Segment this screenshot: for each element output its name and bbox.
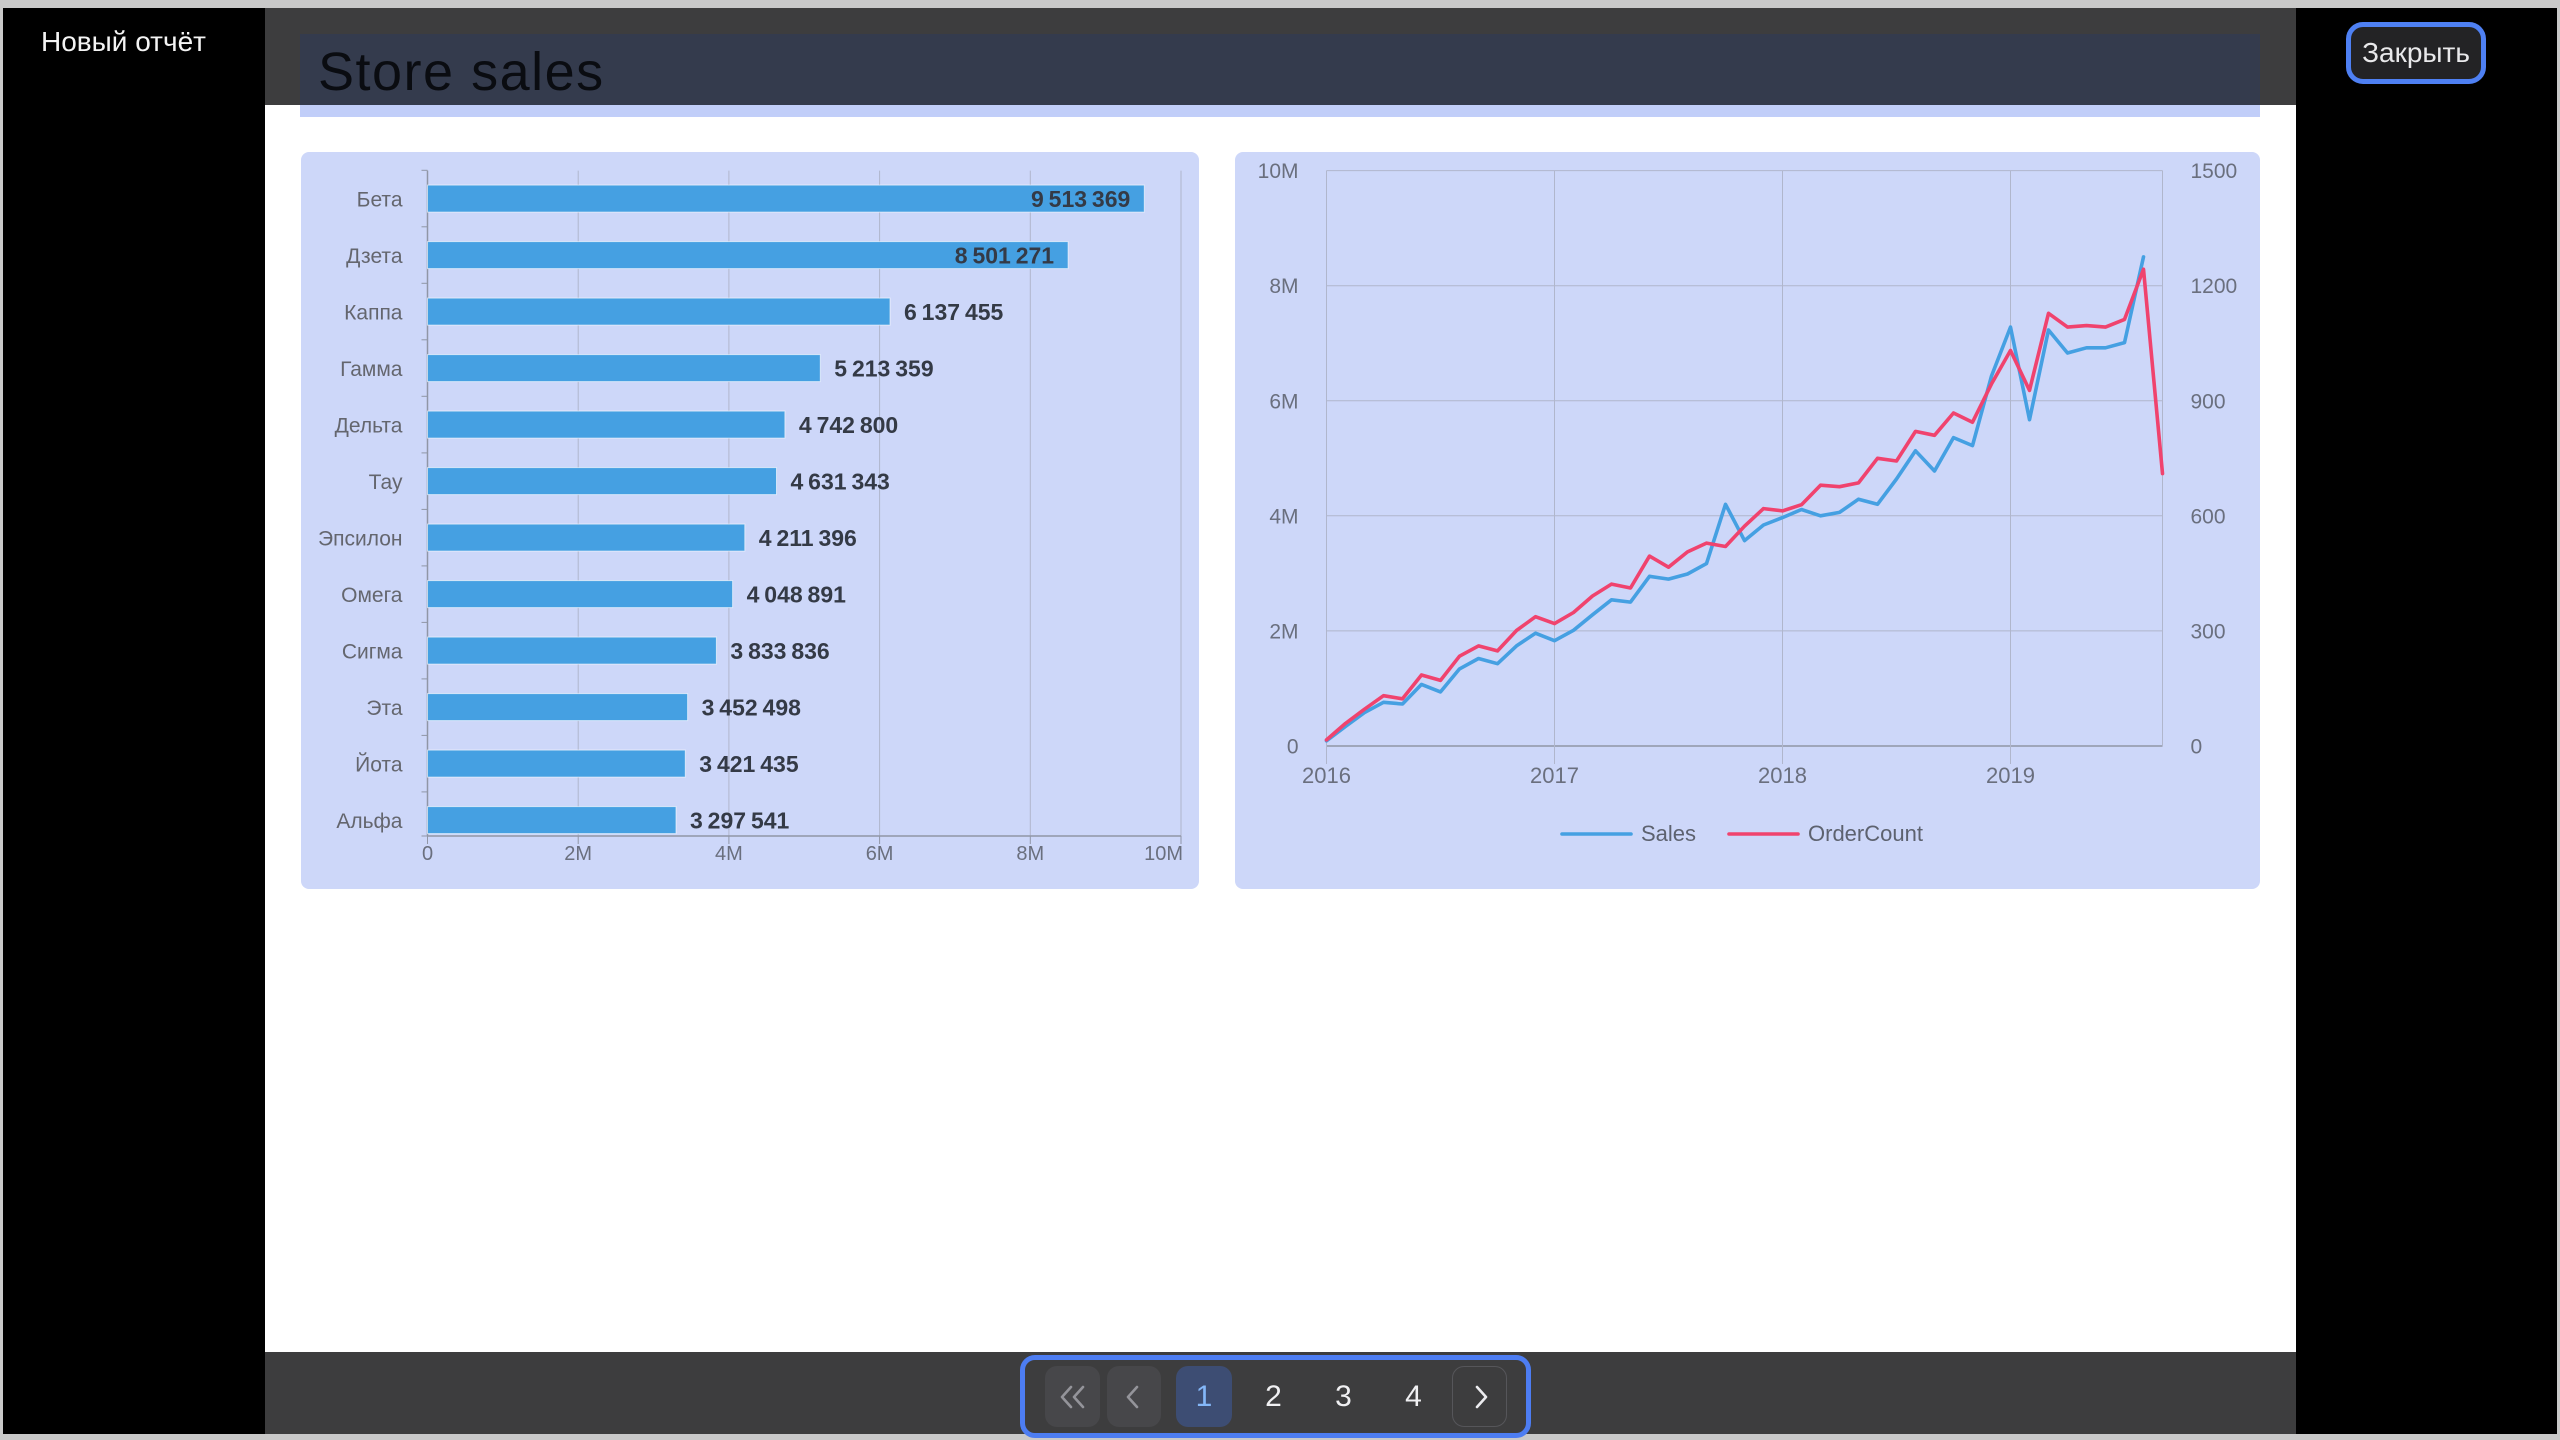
svg-text:4 048 891: 4 048 891 xyxy=(747,582,847,608)
svg-text:300: 300 xyxy=(2191,620,2226,643)
svg-text:600: 600 xyxy=(2191,505,2226,528)
svg-text:900: 900 xyxy=(2191,390,2226,413)
svg-text:Тау: Тау xyxy=(369,471,403,494)
svg-text:5 213 359: 5 213 359 xyxy=(834,356,933,382)
svg-text:0: 0 xyxy=(1287,736,1299,759)
svg-text:10M: 10M xyxy=(1144,843,1183,865)
svg-text:Альфа: Альфа xyxy=(336,810,402,833)
svg-text:2M: 2M xyxy=(1269,620,1298,643)
svg-text:3 297 541: 3 297 541 xyxy=(690,808,790,834)
svg-text:3 833 836: 3 833 836 xyxy=(730,638,829,664)
svg-text:2016: 2016 xyxy=(1302,763,1351,788)
svg-text:4 211 396: 4 211 396 xyxy=(759,525,857,551)
svg-text:10M: 10M xyxy=(1258,160,1299,183)
svg-text:4M: 4M xyxy=(1269,505,1298,528)
svg-text:9 513 369: 9 513 369 xyxy=(1031,186,1130,212)
svg-text:4 742 800: 4 742 800 xyxy=(799,412,898,438)
svg-text:Каппа: Каппа xyxy=(344,302,403,325)
svg-text:0: 0 xyxy=(422,843,433,865)
svg-text:2017: 2017 xyxy=(1530,763,1579,788)
svg-text:Дельта: Дельта xyxy=(335,415,403,438)
svg-text:6M: 6M xyxy=(1269,390,1298,413)
svg-text:6 137 455: 6 137 455 xyxy=(904,299,1004,325)
svg-text:4 631 343: 4 631 343 xyxy=(791,469,890,495)
svg-text:Эпсилон: Эпсилон xyxy=(318,528,402,551)
svg-text:Йота: Йота xyxy=(355,753,403,777)
svg-text:8 501 271: 8 501 271 xyxy=(955,243,1055,269)
svg-text:Гамма: Гамма xyxy=(340,358,403,381)
svg-text:2018: 2018 xyxy=(1758,763,1807,788)
svg-text:Sales: Sales xyxy=(1641,821,1696,846)
svg-text:3 421 435: 3 421 435 xyxy=(699,751,799,777)
svg-text:8M: 8M xyxy=(1016,843,1044,865)
svg-text:Дзета: Дзета xyxy=(346,245,403,268)
svg-text:2M: 2M xyxy=(564,843,592,865)
svg-text:Сигма: Сигма xyxy=(342,641,403,664)
svg-text:0: 0 xyxy=(2191,736,2203,759)
svg-text:1200: 1200 xyxy=(2191,275,2238,298)
svg-text:6M: 6M xyxy=(866,843,894,865)
svg-text:3 452 498: 3 452 498 xyxy=(702,695,802,721)
svg-text:8M: 8M xyxy=(1269,275,1298,298)
svg-text:Эта: Эта xyxy=(366,697,402,720)
svg-text:1500: 1500 xyxy=(2191,160,2238,183)
svg-text:4M: 4M xyxy=(715,843,743,865)
svg-text:2019: 2019 xyxy=(1986,763,2035,788)
svg-text:OrderCount: OrderCount xyxy=(1808,821,1923,846)
svg-text:Бета: Бета xyxy=(357,189,403,212)
svg-text:Омега: Омега xyxy=(341,584,403,607)
